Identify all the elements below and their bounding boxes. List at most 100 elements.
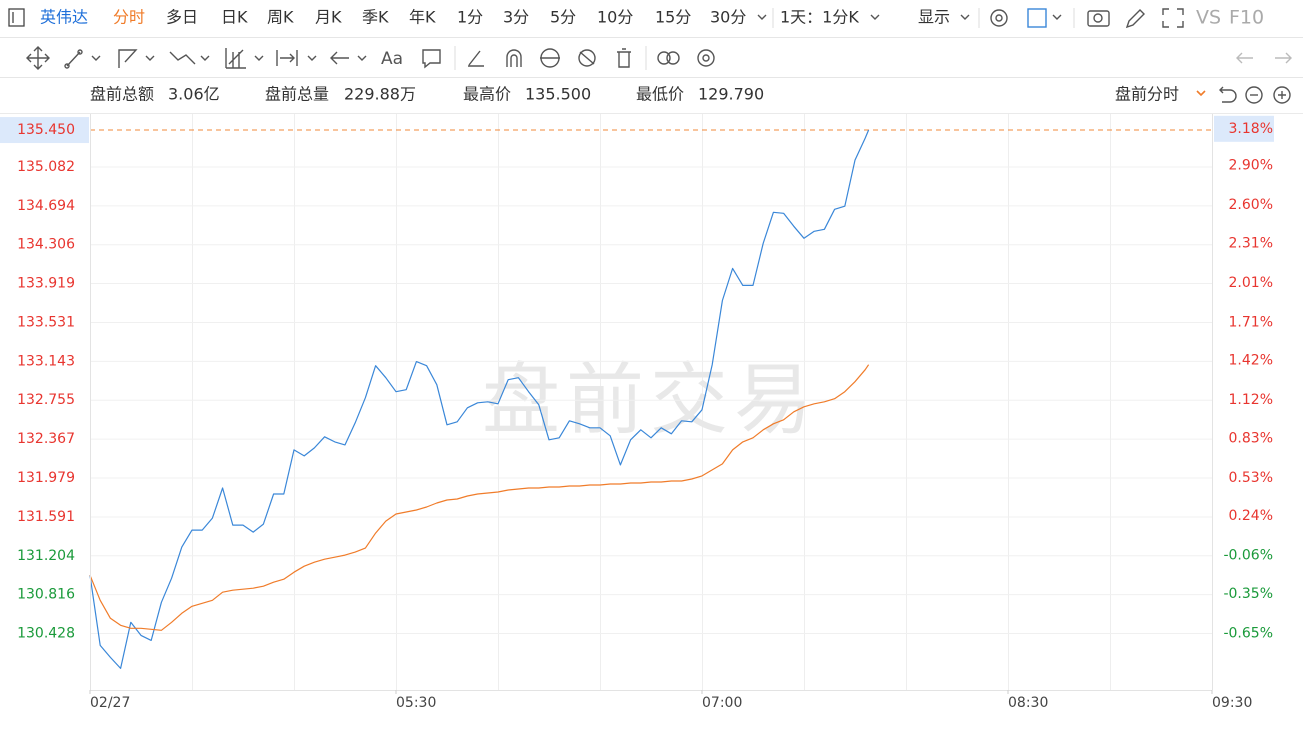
stock-name[interactable]: 英伟达 — [40, 8, 88, 27]
y2-tick-label: 0.83% — [1229, 430, 1273, 446]
y2-tick-label: -0.06% — [1223, 548, 1273, 564]
period-tab[interactable]: 多日 — [166, 8, 198, 27]
stat-value: 135.500 — [525, 85, 591, 104]
period-tab[interactable]: 月K — [315, 8, 342, 27]
y-tick-label: 131.591 — [17, 509, 75, 525]
drawing-toolbar: Aa — [0, 46, 1303, 78]
y-tick-label: 133.919 — [17, 276, 75, 292]
y-tick-label: 130.816 — [17, 587, 75, 603]
interval-select[interactable]: 1天：1分K — [780, 8, 859, 27]
y2-tick-label: -0.65% — [1223, 625, 1273, 641]
vs-button[interactable]: VS — [1196, 7, 1221, 29]
plot — [89, 129, 1212, 669]
hide-tool[interactable] — [578, 49, 596, 67]
delete-tool[interactable] — [617, 48, 631, 68]
stat-value: 229.88万 — [344, 85, 416, 104]
tool-settings[interactable] — [697, 49, 715, 67]
period-tab[interactable]: 日K — [221, 8, 248, 27]
chevron — [91, 55, 101, 61]
move-tool[interactable] — [26, 46, 50, 70]
series-line — [89, 364, 870, 631]
x-tick-label: 05:30 — [396, 695, 436, 711]
period-tab[interactable]: 分时 — [113, 8, 145, 27]
pen-icon[interactable] — [1125, 9, 1145, 29]
x-tick-label: 08:30 — [1008, 695, 1048, 711]
chevron — [254, 55, 264, 61]
settings-icon[interactable] — [990, 9, 1008, 27]
chevron — [960, 14, 970, 20]
y2-tick-label: 3.18% — [1229, 121, 1273, 137]
channel-tool[interactable] — [118, 49, 138, 68]
stats-row: 盘前分时 盘前总额 3.06亿 盘前总量 229.88万 最高价 135.500 最低价 12… — [90, 85, 1291, 104]
redo[interactable] — [1275, 52, 1292, 64]
y-tick-label: 131.979 — [17, 470, 75, 486]
y2-tick-label: 2.31% — [1229, 235, 1273, 251]
zoom-out[interactable] — [1245, 86, 1263, 104]
measure-tool[interactable] — [468, 50, 484, 67]
y2-tick-label: -0.35% — [1223, 586, 1273, 602]
chevron — [1052, 14, 1062, 20]
price-label-bg — [0, 117, 89, 144]
period-tab[interactable]: 15分 — [655, 8, 691, 27]
y2-tick-label: 1.12% — [1229, 392, 1273, 408]
fib-tool[interactable] — [225, 48, 246, 69]
wave-tool[interactable] — [169, 51, 196, 65]
compare-tool[interactable] — [657, 51, 671, 65]
text-tool[interactable]: Aa — [381, 49, 403, 69]
arrow-tool[interactable] — [330, 51, 349, 65]
period-tab[interactable]: 周K — [267, 8, 294, 27]
sidebar-toggle[interactable] — [8, 8, 25, 27]
y2-tick-label: 0.24% — [1229, 508, 1273, 524]
stat-label: 最高价 — [463, 85, 511, 104]
period-tab[interactable]: 10分 — [597, 8, 633, 27]
color-icon[interactable] — [1027, 8, 1047, 28]
x-tick-label: 07:00 — [702, 695, 742, 711]
period-tab[interactable]: 30分 — [710, 8, 746, 27]
line-tool[interactable] — [66, 51, 81, 67]
chevron — [200, 55, 210, 61]
y-tick-label: 133.143 — [17, 353, 75, 369]
zoom-in[interactable] — [1273, 86, 1291, 104]
display-menu[interactable]: 显示 — [918, 8, 950, 27]
chevron — [357, 55, 367, 61]
stat-label: 盘前总量 — [265, 85, 329, 104]
screenshot-icon[interactable] — [1087, 10, 1110, 27]
chevron — [870, 14, 880, 20]
reset-icon[interactable] — [1219, 86, 1237, 103]
view-mode[interactable]: 盘前分时 — [1115, 85, 1179, 104]
y-tick-label: 132.755 — [17, 392, 75, 408]
y-tick-label: 131.204 — [17, 548, 75, 564]
undo[interactable] — [1236, 52, 1253, 64]
fullscreen-icon[interactable] — [1162, 8, 1184, 28]
period-tab[interactable]: 季K — [362, 8, 389, 27]
y-tick-label: 132.367 — [17, 431, 75, 447]
y-tick-label: 130.428 — [17, 626, 75, 642]
y2-tick-label: 2.01% — [1229, 275, 1273, 291]
y-tick-label: 135.450 — [17, 122, 75, 138]
y2-tick-label: 2.60% — [1229, 197, 1273, 213]
period-tab[interactable]: 1分 — [457, 8, 483, 27]
stat-label: 盘前总额 — [90, 85, 154, 104]
x-tick-label: 02/27 — [90, 695, 130, 711]
chevron — [145, 55, 155, 61]
chevron — [1196, 90, 1206, 97]
pct-label-bg — [1214, 115, 1274, 142]
magnet-tool[interactable] — [506, 49, 522, 67]
period-tab[interactable]: 5分 — [550, 8, 576, 27]
top-toolbar: 英伟达 1天：1分K 显示 VS F10 — [0, 7, 1303, 38]
period-tab[interactable]: 年K — [409, 8, 436, 27]
note-tool[interactable] — [422, 49, 441, 69]
stat-label: 最低价 — [636, 85, 684, 104]
y-tick-label: 134.306 — [17, 237, 75, 253]
y2-tick-label: 0.53% — [1229, 470, 1273, 486]
y-tick-label: 133.531 — [17, 314, 75, 330]
y2-tick-label: 1.42% — [1229, 353, 1273, 369]
range-tool[interactable] — [276, 50, 298, 66]
period-tab[interactable]: 3分 — [503, 8, 529, 27]
series-line — [89, 129, 870, 669]
y2-tick-label: 1.71% — [1229, 314, 1273, 330]
y-tick-label: 135.082 — [17, 159, 75, 175]
chevron — [307, 55, 317, 61]
f10-button[interactable]: F10 — [1229, 7, 1264, 29]
x-tick-label: 09:30 — [1212, 695, 1252, 711]
